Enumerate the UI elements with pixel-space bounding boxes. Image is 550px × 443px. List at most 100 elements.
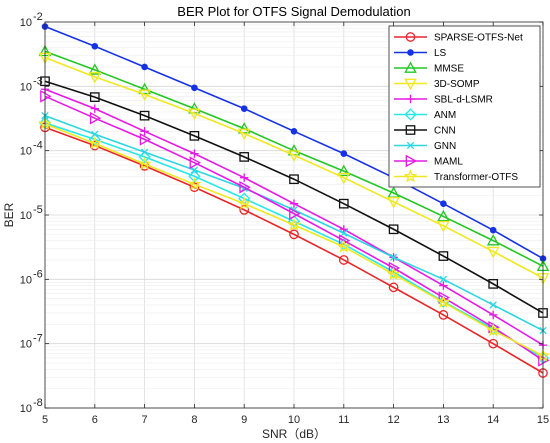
data-point [140,148,149,156]
y-tick-label: 10 [20,274,32,286]
legend: SPARSE-OTFS-Net LS MMSE 3D-SOMP SBL-d-LSMR AN… [388,25,541,188]
y-axis: 10-810-710-610-510-410-310-2 [20,11,543,415]
data-point [339,225,348,234]
legend-item: SBL-d-LSMR [394,95,493,106]
data-point [239,152,250,162]
y-tick-label-exponent: -7 [33,333,43,345]
series-cnn [40,76,548,318]
data-point [407,49,414,56]
data-point [340,229,348,237]
data-point [240,173,249,182]
x-axis-title: SNR（dB） [262,427,326,441]
data-point [439,281,448,290]
legend-item: LS [394,48,447,59]
data-point [138,89,151,101]
series-3d-somp [38,52,550,285]
y-tick-label-exponent: -4 [33,140,43,152]
data-point [139,133,152,146]
data-point [338,255,349,265]
data-point [137,156,152,170]
legend-item: SPARSE-OTFS-Net [394,32,523,44]
data-point [440,200,447,207]
data-point [404,61,417,73]
x-tick-label: 11 [338,414,349,426]
data-point [403,169,418,183]
data-point [386,267,401,280]
data-point [438,291,450,304]
y-tick-label: 10 [20,81,32,93]
data-point [141,63,148,71]
x-tick-label: 14 [487,414,499,426]
x-tick-label: 8 [191,414,197,426]
data-point [439,275,448,283]
x-axis: 5 6 7 8 9 10 11 12 13 14 15 [42,22,549,426]
data-point [388,224,399,235]
legend-item: 3D-SOMP [394,78,480,91]
y-tick-label: 10 [20,210,32,222]
y-tick-label-exponent: -2 [33,11,43,23]
data-point [237,128,251,141]
legend-item: ANM [394,108,456,121]
data-point [289,199,299,208]
legend-label: MMSE [434,64,464,75]
data-point [387,197,400,209]
data-point [489,310,498,320]
data-point [486,323,500,337]
data-point [191,84,198,92]
data-point [90,104,99,113]
x-tick-label: 15 [537,414,549,426]
data-point [239,180,251,194]
data-point [89,111,102,125]
legend-item: MAML [394,154,463,168]
x-tick-label: 13 [437,414,449,426]
y-tick-label-exponent: -6 [33,268,43,280]
data-point [436,295,451,309]
y-tick-label-exponent: -8 [33,397,43,409]
legend-label: GNN [434,141,456,152]
data-point [486,234,500,246]
data-point [189,130,200,141]
data-point [189,182,200,193]
data-point [338,198,349,209]
data-point [91,130,99,138]
data-point [489,226,497,234]
data-point [437,220,450,233]
series-line [44,123,544,357]
data-point [289,229,299,240]
x-tick-label: 10 [288,414,300,426]
legend-label: MAML [434,157,463,168]
legend-item: Transformer-OTFS [394,169,518,183]
data-point [287,150,301,162]
data-point [188,170,201,183]
data-point [388,282,399,293]
data-point [406,94,415,104]
y-tick-label: 10 [20,403,32,415]
data-point [187,177,202,191]
data-point [88,133,101,146]
y-tick-label: 10 [20,339,32,351]
series-line [44,126,544,374]
x-tick-label: 9 [241,414,247,426]
legend-label: Transformer-OTFS [434,172,518,183]
data-point [190,149,199,158]
data-point [405,125,416,135]
data-point [237,196,251,210]
data-point [406,141,415,150]
data-point [488,338,499,349]
x-tick-label: 5 [42,414,48,426]
data-point [488,279,499,289]
data-point [489,301,497,309]
data-point [287,217,301,231]
series-line [44,80,544,314]
x-tick-label: 6 [92,414,98,426]
series-line [44,56,544,279]
data-point [337,164,351,177]
data-point [287,215,301,228]
data-point [404,78,417,91]
legend-label: CNN [434,126,456,137]
y-tick-label-exponent: -5 [33,204,43,216]
legend-label: SBL-d-LSMR [434,95,493,106]
y-axis-title: BER [2,202,16,227]
data-point [337,239,351,253]
